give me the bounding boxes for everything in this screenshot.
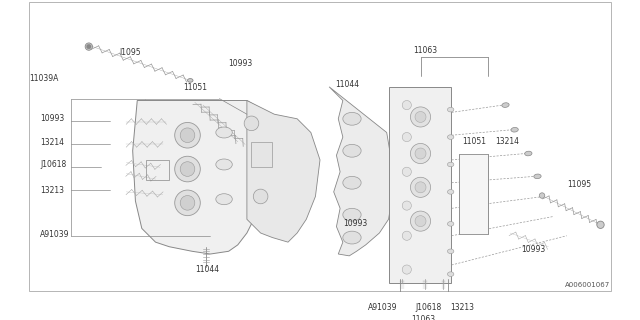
Text: I1095: I1095 xyxy=(119,49,141,58)
Text: J10618: J10618 xyxy=(40,160,67,169)
Circle shape xyxy=(402,201,412,210)
Circle shape xyxy=(180,196,195,210)
Circle shape xyxy=(415,216,426,227)
Text: 10993: 10993 xyxy=(228,60,253,68)
Polygon shape xyxy=(132,100,275,254)
Ellipse shape xyxy=(447,249,454,253)
Ellipse shape xyxy=(534,174,541,179)
Ellipse shape xyxy=(188,79,193,82)
Circle shape xyxy=(597,221,604,228)
Ellipse shape xyxy=(216,159,232,170)
Text: 11044: 11044 xyxy=(335,80,360,89)
Bar xyxy=(147,160,169,180)
Text: 11063: 11063 xyxy=(411,315,435,320)
Text: 10993: 10993 xyxy=(40,114,65,123)
Ellipse shape xyxy=(343,208,361,221)
Circle shape xyxy=(402,132,412,142)
Circle shape xyxy=(410,211,431,231)
Ellipse shape xyxy=(343,144,361,157)
Circle shape xyxy=(86,44,91,49)
Text: 10993: 10993 xyxy=(521,245,545,254)
Ellipse shape xyxy=(447,108,454,112)
Ellipse shape xyxy=(447,190,454,194)
Circle shape xyxy=(540,193,545,198)
Circle shape xyxy=(410,143,431,164)
Ellipse shape xyxy=(511,127,518,132)
Circle shape xyxy=(180,162,195,176)
Ellipse shape xyxy=(343,176,361,189)
Circle shape xyxy=(180,128,195,142)
Circle shape xyxy=(257,154,269,166)
Circle shape xyxy=(415,148,426,159)
Text: J10618: J10618 xyxy=(415,303,442,312)
Circle shape xyxy=(402,167,412,176)
Circle shape xyxy=(410,107,431,127)
Ellipse shape xyxy=(343,112,361,125)
Circle shape xyxy=(402,100,412,110)
Bar xyxy=(388,87,451,283)
Ellipse shape xyxy=(502,103,509,108)
Circle shape xyxy=(175,156,200,182)
Polygon shape xyxy=(329,87,393,256)
Circle shape xyxy=(175,190,200,216)
Text: 13214: 13214 xyxy=(495,137,520,146)
Text: 11063: 11063 xyxy=(413,46,437,55)
Ellipse shape xyxy=(447,135,454,139)
Ellipse shape xyxy=(447,272,454,276)
Circle shape xyxy=(244,116,259,131)
Text: A006001067: A006001067 xyxy=(565,282,611,288)
Circle shape xyxy=(85,43,92,50)
Bar xyxy=(252,142,271,167)
Circle shape xyxy=(253,189,268,204)
Circle shape xyxy=(410,177,431,197)
Text: A91039: A91039 xyxy=(369,303,398,312)
Circle shape xyxy=(402,231,412,240)
Circle shape xyxy=(402,265,412,274)
Circle shape xyxy=(415,182,426,193)
Ellipse shape xyxy=(216,194,232,205)
Circle shape xyxy=(415,111,426,123)
Ellipse shape xyxy=(216,127,232,138)
Text: 13213: 13213 xyxy=(40,186,65,195)
Ellipse shape xyxy=(447,221,454,226)
Ellipse shape xyxy=(343,231,361,244)
Bar xyxy=(459,154,488,234)
Polygon shape xyxy=(247,100,320,242)
Circle shape xyxy=(175,123,200,148)
Text: 11044: 11044 xyxy=(195,265,219,274)
Text: 13214: 13214 xyxy=(40,138,65,147)
Text: 11051: 11051 xyxy=(183,83,207,92)
Ellipse shape xyxy=(447,162,454,167)
Text: 11039A: 11039A xyxy=(29,74,59,83)
Text: 13213: 13213 xyxy=(451,303,475,312)
Ellipse shape xyxy=(525,151,532,156)
Text: 10993: 10993 xyxy=(343,220,367,228)
Text: A91039: A91039 xyxy=(40,230,70,239)
Text: 11051: 11051 xyxy=(463,137,486,146)
Text: 11095: 11095 xyxy=(566,180,591,189)
